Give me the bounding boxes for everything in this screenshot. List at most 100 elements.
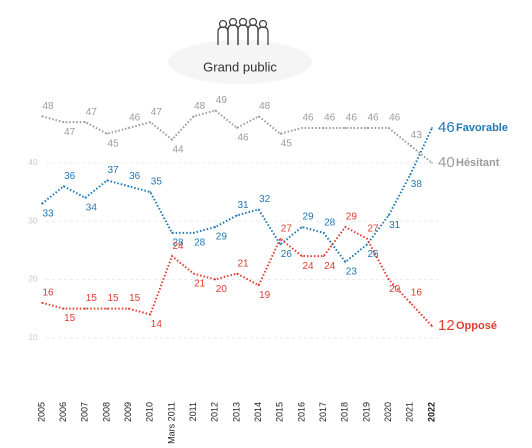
- point: [214, 226, 217, 228]
- value-label: 32: [259, 194, 271, 205]
- value-label: 47: [86, 107, 98, 118]
- value-label: 23: [346, 267, 358, 278]
- value-label: 27: [367, 223, 379, 234]
- end-value: 46: [438, 119, 455, 136]
- x-tick-label: 2022: [426, 402, 436, 422]
- value-label: 45: [281, 138, 293, 149]
- point: [84, 121, 87, 123]
- point: [409, 301, 412, 304]
- point: [344, 226, 347, 228]
- legend-label: Hésitant: [456, 157, 500, 169]
- point: [62, 185, 65, 188]
- point: [149, 191, 152, 193]
- point: [366, 243, 368, 246]
- value-label: 16: [411, 287, 423, 298]
- y-tick-label: 40: [29, 158, 38, 167]
- x-tick-label: 2011: [188, 402, 198, 421]
- point: [41, 115, 43, 118]
- value-label: 14: [151, 319, 163, 330]
- point: [257, 284, 260, 287]
- point: [62, 121, 65, 123]
- value-label: 24: [172, 241, 184, 252]
- x-tick-label: Mars 2011: [166, 402, 176, 444]
- x-tick-label: 2005: [36, 402, 46, 422]
- point: [106, 132, 108, 135]
- point: [214, 109, 217, 112]
- point: [192, 272, 195, 275]
- y-tick-label: 30: [29, 216, 38, 225]
- value-label: 31: [237, 200, 249, 211]
- value-label: 19: [259, 290, 271, 301]
- x-tick-label: 2021: [405, 402, 415, 422]
- point: [279, 243, 282, 246]
- x-tick-label: 2014: [253, 402, 263, 422]
- point: [431, 127, 433, 129]
- x-tick-label: 2007: [80, 402, 90, 422]
- legend-label: Opposé: [456, 320, 497, 332]
- value-label: 49: [216, 95, 228, 106]
- x-tick-label: 2016: [296, 402, 306, 422]
- value-label: 46: [237, 133, 249, 144]
- value-label: 47: [151, 107, 163, 118]
- value-label: 37: [107, 165, 119, 176]
- point: [127, 185, 130, 188]
- point: [301, 127, 303, 129]
- point: [41, 301, 43, 304]
- x-tick-label: 2018: [340, 402, 350, 422]
- point: [387, 278, 390, 281]
- value-label: 46: [129, 113, 141, 124]
- value-label: 26: [281, 249, 293, 260]
- value-label: 24: [324, 261, 336, 272]
- point: [387, 127, 390, 129]
- value-label: 35: [151, 177, 163, 188]
- point: [344, 127, 347, 129]
- x-tick-label: 2017: [318, 402, 328, 422]
- series-line: [41, 127, 433, 264]
- point: [301, 226, 303, 228]
- point: [106, 307, 108, 310]
- point: [322, 232, 325, 234]
- x-tick-label: 2012: [210, 402, 220, 422]
- point: [366, 237, 368, 240]
- value-label: 47: [64, 127, 76, 138]
- value-label: 15: [86, 293, 98, 304]
- point: [149, 313, 152, 316]
- y-tick-label: 20: [29, 275, 38, 284]
- point: [279, 237, 282, 240]
- point: [387, 214, 390, 217]
- point: [301, 255, 303, 257]
- value-label: 20: [389, 284, 401, 295]
- value-label: 48: [259, 101, 271, 112]
- point: [409, 173, 412, 176]
- series-line: [41, 225, 433, 327]
- value-label: 29: [216, 232, 228, 243]
- point: [127, 307, 130, 310]
- value-label: 34: [86, 203, 98, 214]
- value-label: 46: [302, 113, 314, 124]
- point: [431, 325, 433, 327]
- x-tick-label: 2013: [231, 402, 241, 422]
- chart-title: Grand public: [203, 59, 277, 74]
- x-tick-label: 2009: [123, 402, 133, 422]
- value-label: 45: [107, 138, 119, 149]
- end-value: 40: [438, 154, 455, 171]
- value-label: 36: [64, 171, 76, 182]
- value-label: 46: [324, 113, 336, 124]
- value-label: 48: [194, 101, 206, 112]
- point: [279, 132, 282, 135]
- value-label: 38: [411, 179, 423, 190]
- value-label: 21: [237, 258, 249, 269]
- point: [84, 307, 87, 310]
- value-label: 28: [324, 217, 336, 228]
- value-label: 43: [411, 130, 423, 141]
- value-label: 46: [367, 113, 379, 124]
- point: [192, 115, 195, 118]
- value-label: 29: [346, 212, 358, 223]
- value-label: 28: [194, 237, 206, 248]
- value-label: 44: [172, 144, 184, 155]
- value-label: 46: [346, 113, 358, 124]
- point: [236, 127, 238, 129]
- point: [257, 208, 260, 211]
- point: [106, 179, 108, 182]
